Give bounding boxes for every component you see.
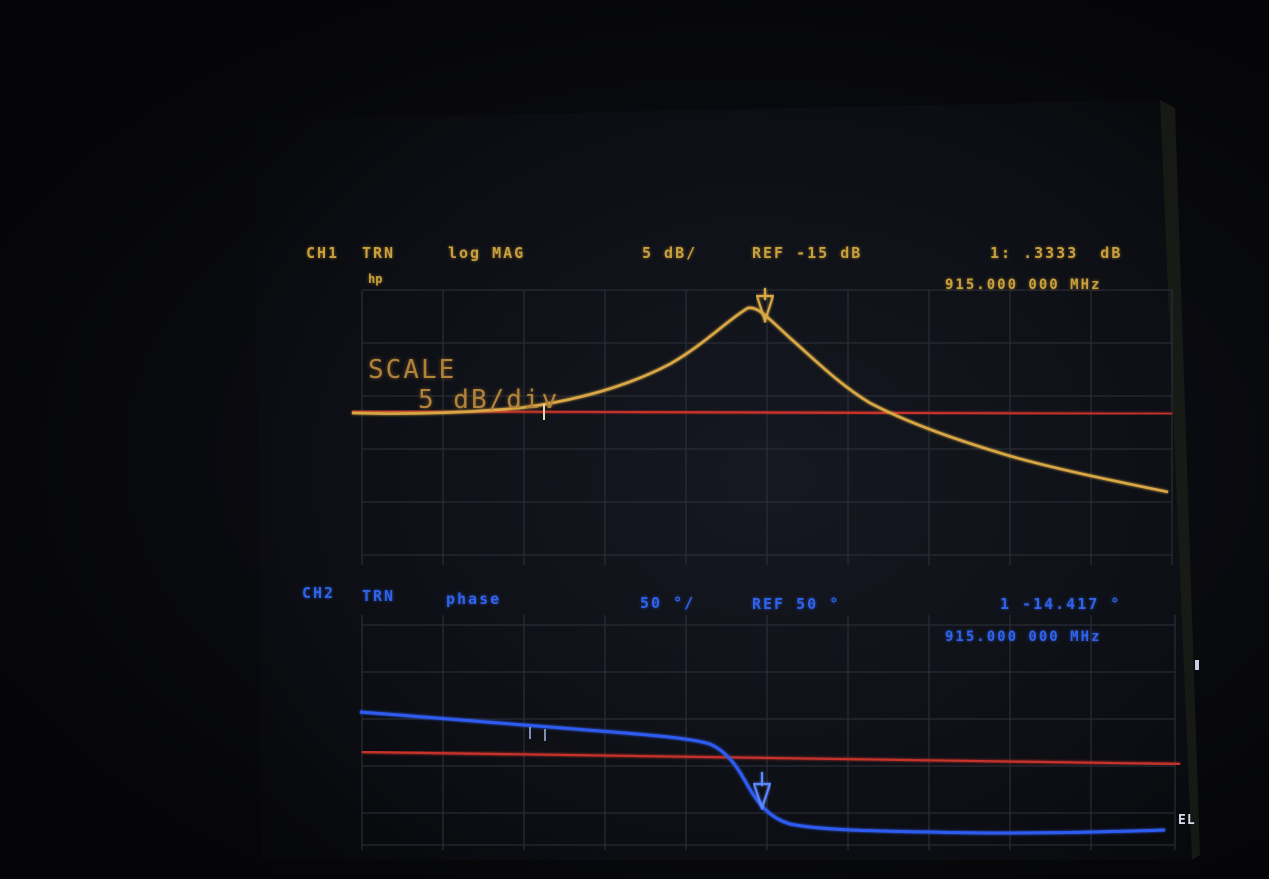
ch1-mode-label: TRN [362,244,396,262]
ch2-channel-label: CH2 [302,584,336,602]
ch1-channel-label: CH1 [306,244,340,262]
ch1-scale-label: 5 dB/ [642,244,698,262]
ch2-marker-value: 1 -14.417 ° [1000,595,1122,613]
ch1-ref-label: REF -15 dB [752,244,863,262]
scale-value: 5 dB/div [418,385,560,415]
ch2-tick-marks [529,727,546,741]
ch1-format-label: log MAG [448,244,526,262]
screen-glass [255,100,1192,860]
hp-logo: hp [368,272,383,286]
ch1-marker-frequency: 915.000 000 MHz [945,277,1102,293]
ch2-graticule [361,615,1176,850]
ch2-marker-frequency: 915.000 000 MHz [945,629,1102,645]
ch2-phase-trace [359,710,1166,835]
scale-title: SCALE [368,355,457,385]
ch2-format-label: phase [446,590,502,608]
edge-marker [1195,660,1199,670]
ch1-marker-value: 1: .3333 dB [990,244,1123,262]
ch2-marker [752,772,772,812]
ch1-marker [755,288,775,325]
ch2-mode-label: TRN [362,587,396,605]
ch2-ref-label: REF 50 ° [752,595,841,613]
ch2-reference-line [361,750,1181,766]
ch1-graticule [361,289,1173,565]
ch2-scale-label: 50 °/ [640,594,696,612]
ch2-side-label: EL [1178,813,1196,828]
